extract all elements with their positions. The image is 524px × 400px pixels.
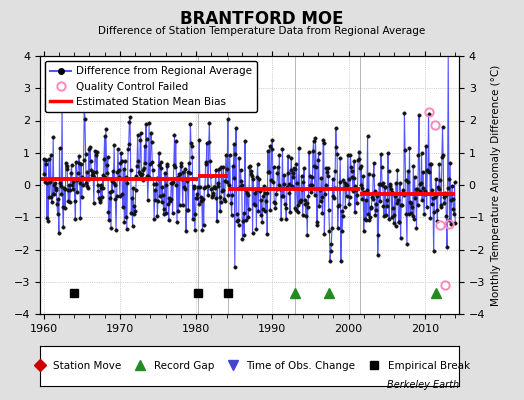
Text: Berkeley Earth: Berkeley Earth [387,380,459,390]
Legend: Station Move, Record Gap, Time of Obs. Change, Empirical Break: Station Move, Record Gap, Time of Obs. C… [25,357,474,375]
Y-axis label: Monthly Temperature Anomaly Difference (°C): Monthly Temperature Anomaly Difference (… [491,64,501,306]
Legend: Difference from Regional Average, Quality Control Failed, Estimated Station Mean: Difference from Regional Average, Qualit… [45,61,257,112]
Text: BRANTFORD MOE: BRANTFORD MOE [180,10,344,28]
Text: Difference of Station Temperature Data from Regional Average: Difference of Station Temperature Data f… [99,26,425,36]
